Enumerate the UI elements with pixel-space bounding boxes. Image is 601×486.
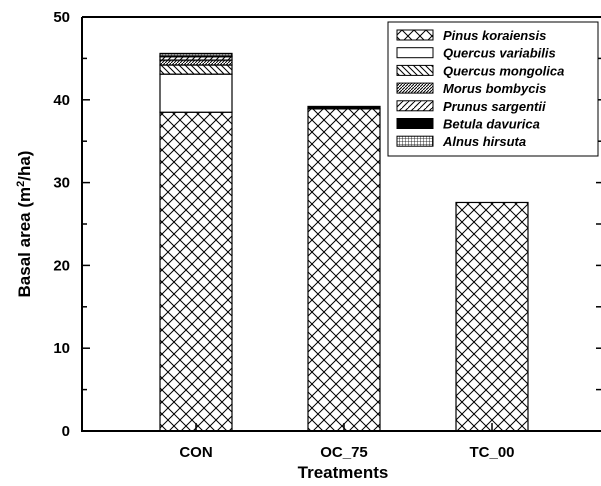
- legend-label: Alnus hirsuta: [442, 134, 526, 149]
- legend-label: Morus bombycis: [443, 81, 546, 96]
- legend-swatch-quercus-variabilis: [396, 47, 434, 59]
- x-axis-label: Treatments: [298, 463, 389, 482]
- legend-label: Pinus koraiensis: [443, 28, 546, 43]
- bar-con-morus-bombycis: [159, 59, 233, 66]
- bar-oc-75-pinus-koraiensis: [307, 108, 381, 432]
- y-tick-label: 40: [53, 92, 70, 109]
- y-tick-label: 50: [53, 9, 70, 26]
- legend-swatch-alnus-hirsuta: [396, 135, 434, 147]
- bar-con-quercus-variabilis: [159, 73, 233, 113]
- legend-label: Prunus sargentii: [443, 99, 546, 114]
- y-tick-label: 10: [53, 340, 70, 357]
- legend-swatch-morus-bombycis: [396, 82, 434, 94]
- legend-swatch-pinus-koraiensis: [396, 29, 434, 41]
- bar-oc-75-betula-davurica: [307, 105, 381, 110]
- x-axis-ticks: CON OC_75 TC_00: [179, 423, 515, 461]
- bar-con-quercus-mongolica: [159, 64, 233, 75]
- x-tick-label: OC_75: [320, 444, 368, 461]
- legend-swatch-quercus-mongolica: [396, 64, 434, 76]
- y-axis-ticks: 0 10 20 30 40 50: [53, 9, 601, 440]
- bar-tc-00-pinus-koraiensis: [455, 201, 529, 432]
- bar-con-alnus-hirsuta: [159, 52, 233, 57]
- y-axis-label: Basal area (m2/ha): [15, 151, 34, 298]
- bar-con-pinus-koraiensis: [159, 111, 233, 432]
- x-tick-label: CON: [179, 444, 212, 461]
- y-tick-label: 30: [53, 175, 70, 192]
- x-tick-label: TC_00: [469, 444, 514, 461]
- bar-stacks: [159, 52, 529, 432]
- y-tick-label: 0: [62, 423, 70, 440]
- legend-label: Betula davurica: [443, 117, 540, 132]
- legend: Pinus koraiensis Quercus variabilis Quercu…: [387, 21, 599, 157]
- legend-swatch-prunus-sargentii: [396, 100, 434, 112]
- y-tick-label: 20: [53, 257, 70, 274]
- legend-label: Quercus variabilis: [443, 46, 556, 61]
- legend-label: Quercus mongolica: [443, 63, 564, 78]
- legend-swatch-betula-davurica: [396, 118, 434, 129]
